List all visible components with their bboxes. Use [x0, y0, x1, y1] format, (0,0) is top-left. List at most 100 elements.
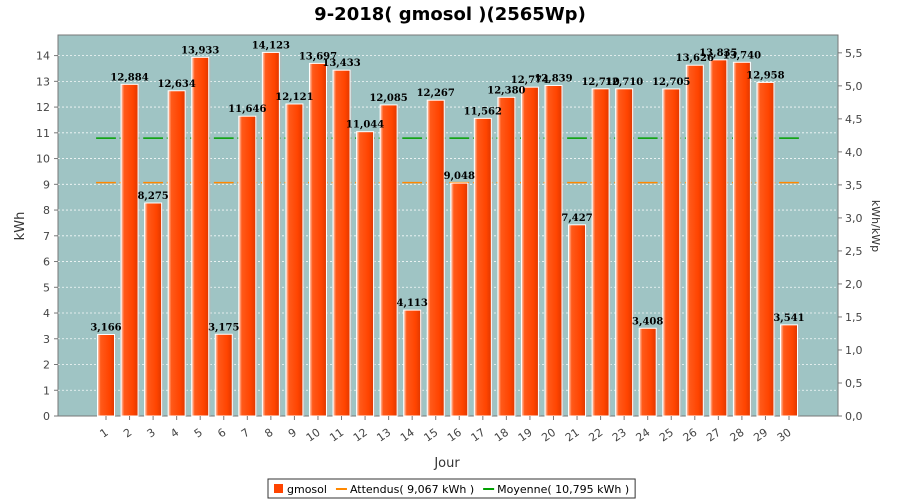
- x-tick-label: 22: [586, 426, 605, 445]
- x-tick-label: 25: [657, 426, 676, 445]
- bar: [167, 90, 186, 417]
- data-label: 13,933: [181, 45, 219, 56]
- data-label: 12,085: [369, 93, 407, 104]
- legend-label: gmosol: [287, 483, 327, 496]
- bar: [120, 83, 139, 417]
- bar: [450, 182, 469, 417]
- data-label: 11,646: [228, 104, 266, 115]
- y-tick-label: 11: [36, 127, 50, 140]
- legend-label: Attendus( 9,067 kWh ): [350, 483, 474, 496]
- bar: [356, 131, 375, 417]
- x-tick-label: 26: [681, 426, 700, 445]
- data-label: 12,710: [581, 77, 619, 88]
- x-tick-label: 2: [121, 426, 134, 441]
- x-tick-label: 20: [539, 426, 558, 445]
- bar: [756, 81, 775, 417]
- y2-tick-label: 0,5: [845, 377, 863, 390]
- y-tick-label: 4: [43, 307, 50, 320]
- x-tick-label: 19: [516, 426, 535, 445]
- y2-axis-ticks: 0,0 0,5 1,0 1,5 2,0 2,5 3,0 3,5 4,0 4,5 5,0 5,5: [838, 47, 863, 423]
- y-tick-label: 14: [36, 50, 50, 63]
- x-tick-label: 6: [215, 426, 228, 441]
- y2-tick-label: 3,5: [845, 179, 863, 192]
- bar: [638, 327, 657, 417]
- x-tick-label: 17: [469, 426, 488, 445]
- legend-frame: [267, 478, 636, 499]
- y-tick-label: 2: [43, 359, 50, 372]
- bar: [426, 99, 445, 417]
- bar: [780, 324, 798, 417]
- data-label: 4,113: [397, 298, 428, 309]
- bar: [497, 96, 516, 417]
- bar: [591, 88, 610, 417]
- x-tick-label: 7: [239, 426, 252, 441]
- data-label: 12,774: [511, 75, 549, 86]
- data-label: 12,705: [652, 77, 690, 88]
- x-tick-label: 5: [192, 426, 205, 441]
- data-label: 13,433: [322, 58, 360, 69]
- x-tick-label: 14: [398, 426, 417, 445]
- data-label: 12,121: [275, 92, 313, 103]
- data-label: 13,835: [699, 48, 737, 59]
- y2-tick-label: 1,5: [845, 311, 863, 324]
- x-tick-label: 23: [610, 426, 629, 445]
- data-label: 13,740: [723, 50, 761, 61]
- y2-axis-label: kWh/kWp: [869, 200, 882, 252]
- x-tick-label: 4: [168, 426, 181, 441]
- x-tick-label: 15: [422, 426, 441, 445]
- y2-tick-label: 5,5: [845, 47, 863, 60]
- x-tick-label: 13: [374, 426, 393, 445]
- x-tick-label: 30: [775, 426, 794, 445]
- data-label: 14,123: [252, 40, 290, 51]
- y2-tick-label: 2,0: [845, 278, 863, 291]
- y2-tick-label: 5,0: [845, 80, 863, 93]
- grid-lines: [58, 55, 838, 391]
- data-label: 12,710: [605, 77, 643, 88]
- data-label: 12,267: [417, 88, 455, 99]
- data-label: 3,408: [632, 316, 663, 327]
- y2-tick-label: 4,5: [845, 113, 863, 126]
- bar: [403, 309, 422, 417]
- x-tick-label: 21: [563, 426, 582, 445]
- y-tick-label: 9: [43, 178, 50, 191]
- bar: [520, 86, 539, 417]
- x-tick-label: 27: [704, 426, 723, 445]
- bar: [685, 64, 704, 417]
- bar: [544, 84, 563, 417]
- y-tick-label: 7: [43, 230, 50, 243]
- y-tick-label: 12: [36, 101, 50, 114]
- y-tick-label: 10: [36, 153, 50, 166]
- y2-tick-label: 1,0: [845, 344, 863, 357]
- bar: [97, 333, 115, 417]
- y2-tick-label: 0,0: [845, 410, 863, 423]
- y-tick-label: 13: [36, 75, 50, 88]
- bar: [238, 115, 257, 417]
- data-label: 12,839: [534, 73, 572, 84]
- data-label: 9,048: [444, 171, 475, 182]
- data-label: 7,427: [561, 213, 592, 224]
- data-label: 8,275: [137, 191, 168, 202]
- y-tick-label: 0: [43, 410, 50, 423]
- y-tick-label: 6: [43, 256, 50, 269]
- data-label: 12,634: [158, 79, 196, 90]
- data-label: 3,541: [773, 313, 804, 324]
- bar: [379, 104, 398, 417]
- plot-area: [57, 34, 839, 417]
- data-label: 13,626: [676, 53, 714, 64]
- x-tick-label: 1: [98, 426, 111, 441]
- data-label: 11,044: [346, 120, 384, 131]
- bar: [568, 224, 587, 417]
- legend-item: gmosol: [274, 483, 327, 496]
- x-tick-label: 24: [633, 426, 652, 445]
- bar: [615, 88, 634, 417]
- bar: [214, 333, 233, 417]
- bar: [732, 61, 751, 417]
- data-label: 3,166: [90, 322, 121, 333]
- x-tick-label: 9: [286, 426, 299, 441]
- legend-label: Moyenne( 10,795 kWh ): [497, 483, 629, 496]
- y-tick-label: 8: [43, 204, 50, 217]
- x-tick-label: 29: [751, 426, 770, 445]
- x-axis-label: Jour: [433, 456, 460, 471]
